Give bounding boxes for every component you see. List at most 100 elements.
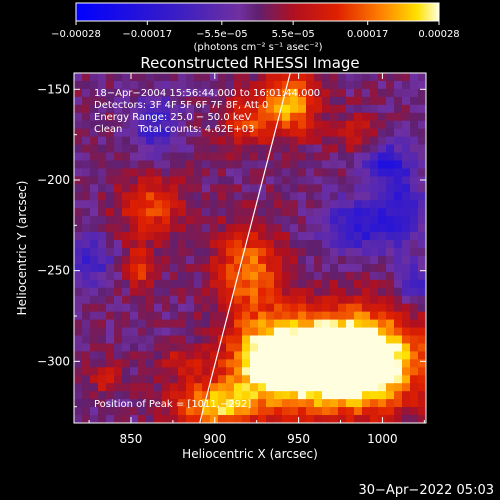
- heatmap-cell: [274, 415, 283, 423]
- heatmap-cell: [378, 271, 387, 281]
- heatmap-cell: [146, 295, 155, 305]
- heatmap-cell: [186, 144, 195, 153]
- heatmap-cell: [402, 255, 411, 265]
- heatmap-cell: [82, 73, 91, 82]
- heatmap-cell: [250, 120, 259, 130]
- heatmap-cell: [98, 80, 107, 90]
- heatmap-cell: [178, 375, 187, 384]
- heatmap-cell: [274, 279, 283, 289]
- heatmap-cell: [146, 176, 155, 185]
- heatmap-cell: [234, 192, 243, 201]
- heatmap-cell: [186, 192, 195, 201]
- heatmap-cell: [146, 200, 155, 209]
- heatmap-cell: [274, 184, 283, 193]
- heatmap-cell: [258, 192, 267, 201]
- heatmap-cell: [394, 319, 403, 328]
- heatmap-cell: [122, 128, 131, 138]
- heatmap-cell: [290, 327, 299, 336]
- footer-timestamp: 30−Apr−2022 05:03: [359, 483, 495, 498]
- heatmap-cell: [98, 224, 107, 233]
- heatmap-cell: [410, 359, 419, 368]
- heatmap-cell: [74, 343, 83, 352]
- heatmap-cell: [74, 136, 83, 145]
- heatmap-cell: [258, 351, 267, 360]
- heatmap-cell: [346, 295, 355, 305]
- colorbar: [75, 2, 440, 22]
- heatmap-cell: [314, 168, 323, 177]
- heatmap-cell: [130, 375, 139, 384]
- heatmap-cell: [266, 160, 275, 169]
- heatmap-cell: [346, 279, 355, 289]
- heatmap-cell: [410, 367, 419, 376]
- heatmap-cell: [90, 415, 99, 423]
- heatmap-cell: [82, 383, 91, 392]
- heatmap-cell: [114, 232, 123, 241]
- heatmap-cell: [418, 375, 426, 384]
- heatmap-cell: [106, 136, 115, 145]
- heatmap-cell: [250, 112, 259, 122]
- heatmap-cell: [346, 415, 355, 423]
- heatmap-cell: [362, 73, 371, 82]
- heatmap-cell: [410, 160, 419, 169]
- heatmap-cell: [194, 176, 203, 185]
- heatmap-cell: [394, 240, 403, 249]
- heatmap-cell: [242, 112, 251, 122]
- heatmap-cell: [370, 319, 379, 328]
- heatmap-cell: [322, 112, 331, 122]
- heatmap-cell: [282, 407, 291, 416]
- heatmap-cell: [154, 263, 163, 273]
- heatmap-cell: [154, 216, 163, 225]
- colorbar-tick-label: 0.00028: [418, 29, 459, 40]
- heatmap-cell: [202, 248, 211, 257]
- heatmap-cell: [114, 351, 123, 360]
- heatmap-cell: [194, 216, 203, 225]
- heatmap-cell: [226, 200, 235, 209]
- heatmap-cell: [258, 80, 267, 90]
- heatmap-cell: [154, 319, 163, 328]
- heatmap-cell: [154, 176, 163, 185]
- heatmap-cell: [178, 335, 187, 344]
- heatmap-cell: [322, 80, 331, 90]
- heatmap-cell: [314, 73, 323, 82]
- heatmap-cell: [266, 248, 275, 257]
- heatmap-cell: [338, 367, 347, 376]
- heatmap-cell: [146, 88, 155, 98]
- heatmap-cell: [330, 359, 339, 368]
- heatmap-cell: [106, 319, 115, 328]
- heatmap-cell: [170, 383, 179, 392]
- heatmap-cell: [162, 176, 171, 185]
- heatmap-cell: [162, 375, 171, 384]
- heatmap-cell: [394, 248, 403, 257]
- heatmap-cell: [266, 192, 275, 201]
- heatmap-cell: [402, 240, 411, 249]
- heatmap-cell: [370, 216, 379, 225]
- heatmap-cell: [178, 168, 187, 177]
- heatmap-cell: [146, 319, 155, 328]
- heatmap-cell: [210, 176, 219, 185]
- heatmap-cell: [218, 104, 227, 114]
- heatmap-cell: [242, 120, 251, 130]
- heatmap-cell: [106, 248, 115, 257]
- heatmap-cell: [354, 208, 363, 217]
- heatmap-cell: [250, 160, 259, 169]
- heatmap-cell: [98, 311, 107, 320]
- heatmap-cell: [354, 96, 363, 106]
- heatmap-cell: [418, 327, 426, 336]
- heatmap-cell: [338, 216, 347, 225]
- heatmap-cell: [122, 80, 131, 90]
- heatmap-cell: [402, 136, 411, 145]
- heatmap-cell: [146, 391, 155, 400]
- heatmap-cell: [354, 263, 363, 273]
- heatmap-cell: [282, 176, 291, 185]
- heatmap-cell: [210, 224, 219, 233]
- heatmap-cell: [106, 415, 115, 423]
- heatmap-cell: [298, 271, 307, 281]
- heatmap-cell: [114, 271, 123, 281]
- heatmap-cell: [154, 343, 163, 352]
- heatmap-cell: [314, 176, 323, 185]
- heatmap-cell: [170, 415, 179, 423]
- heatmap-cell: [378, 200, 387, 209]
- heatmap-cell: [322, 240, 331, 249]
- heatmap-cell: [114, 136, 123, 145]
- heatmap-cell: [290, 367, 299, 376]
